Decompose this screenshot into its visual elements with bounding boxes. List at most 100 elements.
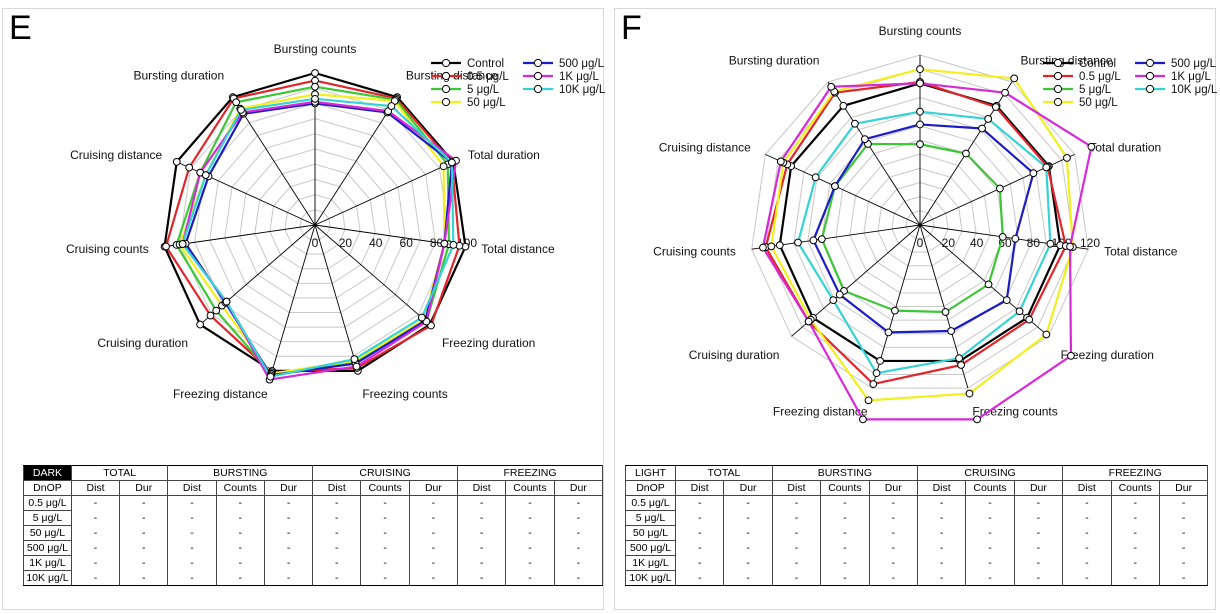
series-line-10k-ug-l — [181, 97, 455, 378]
axis-label-freezing-distance: Freezing distance — [773, 404, 868, 418]
table-cell: - — [457, 555, 507, 571]
table-cell: - — [408, 525, 459, 541]
table-row: 500 μg/L - - - - - - - - - - - — [23, 540, 604, 556]
table-cell: - — [771, 510, 822, 526]
data-point-control — [311, 69, 319, 77]
axis-label-total-duration: Total duration — [468, 148, 540, 162]
grid-ring — [905, 210, 935, 240]
table-cell: - — [1110, 540, 1160, 556]
legend-label-1k-ug-l: 1K μg/L — [559, 71, 599, 83]
data-point-50-ug-l — [1010, 74, 1019, 83]
table-cell: - — [723, 540, 773, 556]
table-cell: - — [553, 495, 604, 511]
table-cell: - — [868, 495, 918, 511]
table-cell: - — [70, 570, 121, 586]
data-point-500-ug-l — [831, 182, 839, 191]
legend-marker-500-ug-l — [533, 58, 543, 68]
data-point-10k-ug-l — [222, 297, 231, 306]
table-row-label: 0.5 μg/L — [625, 495, 676, 511]
data-point-10k-ug-l — [178, 240, 187, 248]
data-point-10k-ug-l — [984, 115, 993, 123]
data-point-10k-ug-l — [201, 171, 210, 180]
data-point-10k-ug-l — [794, 238, 802, 247]
table-cell: - — [215, 570, 265, 586]
grid-ring — [821, 125, 1019, 321]
table-cell: - — [505, 495, 555, 511]
data-point-1k-ug-l — [352, 362, 361, 371]
table-cell: - — [723, 525, 773, 541]
legend-marker-0-5-ug-l — [441, 71, 451, 81]
tick-label: 0 — [917, 236, 924, 250]
table-cell: - — [674, 525, 725, 541]
table-cell: - — [820, 510, 870, 526]
table-cell: - — [408, 540, 459, 556]
tick-label: 20 — [942, 236, 956, 250]
table-cell: - — [674, 495, 725, 511]
panel-label: F — [621, 9, 642, 47]
table-cell: - — [868, 540, 918, 556]
table-cell: - — [1062, 525, 1112, 541]
table-cell: - — [674, 540, 725, 556]
series-group — [759, 65, 1096, 424]
data-point-1k-ug-l — [804, 317, 813, 326]
table-subheader: Counts — [215, 480, 265, 496]
table-subheader: Dur — [408, 480, 459, 496]
table-cell: - — [674, 510, 725, 526]
table-row: 500 μg/L - - - - - - - - - - - — [625, 540, 1209, 556]
tick-label: 80 — [1027, 236, 1041, 250]
legend-marker-10k-ug-l — [1145, 84, 1155, 94]
table-subheader: Dur — [119, 480, 169, 496]
axis-label-cruising-counts: Cruising counts — [653, 244, 736, 258]
series-line-500-ug-l — [812, 123, 1035, 334]
legend-marker-5-ug-l — [1053, 84, 1063, 94]
grid-ring — [877, 181, 963, 267]
table-cell: - — [916, 540, 967, 556]
table-cell: - — [723, 555, 773, 571]
data-point-5-ug-l — [232, 98, 241, 107]
table-cell: - — [674, 570, 725, 586]
data-point-1k-ug-l — [776, 157, 785, 166]
table-row: 0.5 μg/L - - - - - - - - - - - — [625, 495, 1209, 511]
table-row-label: 5 μg/L — [23, 510, 72, 526]
data-point-0-5-ug-l — [869, 380, 878, 388]
table-cell: - — [1013, 555, 1064, 571]
table-cell: - — [457, 570, 507, 586]
table-row-header: DnOP — [23, 480, 72, 496]
table-cell: - — [457, 540, 507, 556]
data-point-500-ug-l — [916, 120, 924, 129]
tick-label: 40 — [369, 236, 383, 250]
table-cell: - — [360, 510, 410, 526]
data-point-500-ug-l — [809, 236, 818, 245]
table-cell: - — [771, 540, 822, 556]
grid-ring — [269, 178, 361, 270]
table-cell: - — [263, 540, 314, 556]
data-point-0-5-ug-l — [1025, 315, 1034, 324]
table-cell: - — [263, 495, 314, 511]
data-point-0-5-ug-l — [991, 103, 1000, 111]
table-row-label: 10K μg/L — [23, 570, 72, 586]
table-cell: - — [360, 570, 410, 586]
legend-label-1k-ug-l: 1K μg/L — [1171, 71, 1211, 83]
legend-label-control: Control — [467, 58, 504, 70]
table-cell: - — [119, 570, 169, 586]
data-point-1k-ug-l — [1087, 142, 1096, 151]
data-point-500-ug-l — [835, 290, 844, 299]
axis-spoke — [314, 224, 431, 325]
table-row-label: 1K μg/L — [625, 555, 676, 571]
table-cell: - — [1158, 495, 1209, 511]
legend-label-0-5-ug-l: 0.5 μg/L — [1079, 71, 1121, 83]
table-cell: - — [723, 495, 773, 511]
table-group-header: BURSTING — [167, 465, 314, 481]
tick-label: 0 — [312, 236, 319, 250]
table-cell: - — [312, 495, 362, 511]
table-row: 5 μg/L - - - - - - - - - - - — [625, 510, 1209, 526]
axis-label-total-distance: Total distance — [481, 242, 555, 256]
table-cell: - — [1013, 510, 1064, 526]
legend-label-500-ug-l: 500 μg/L — [1171, 58, 1217, 70]
table-cell: - — [167, 495, 217, 511]
table-row-label: 0.5 μg/L — [23, 495, 72, 511]
tick-label: 80 — [430, 236, 444, 250]
data-point-50-ug-l — [1042, 330, 1051, 339]
